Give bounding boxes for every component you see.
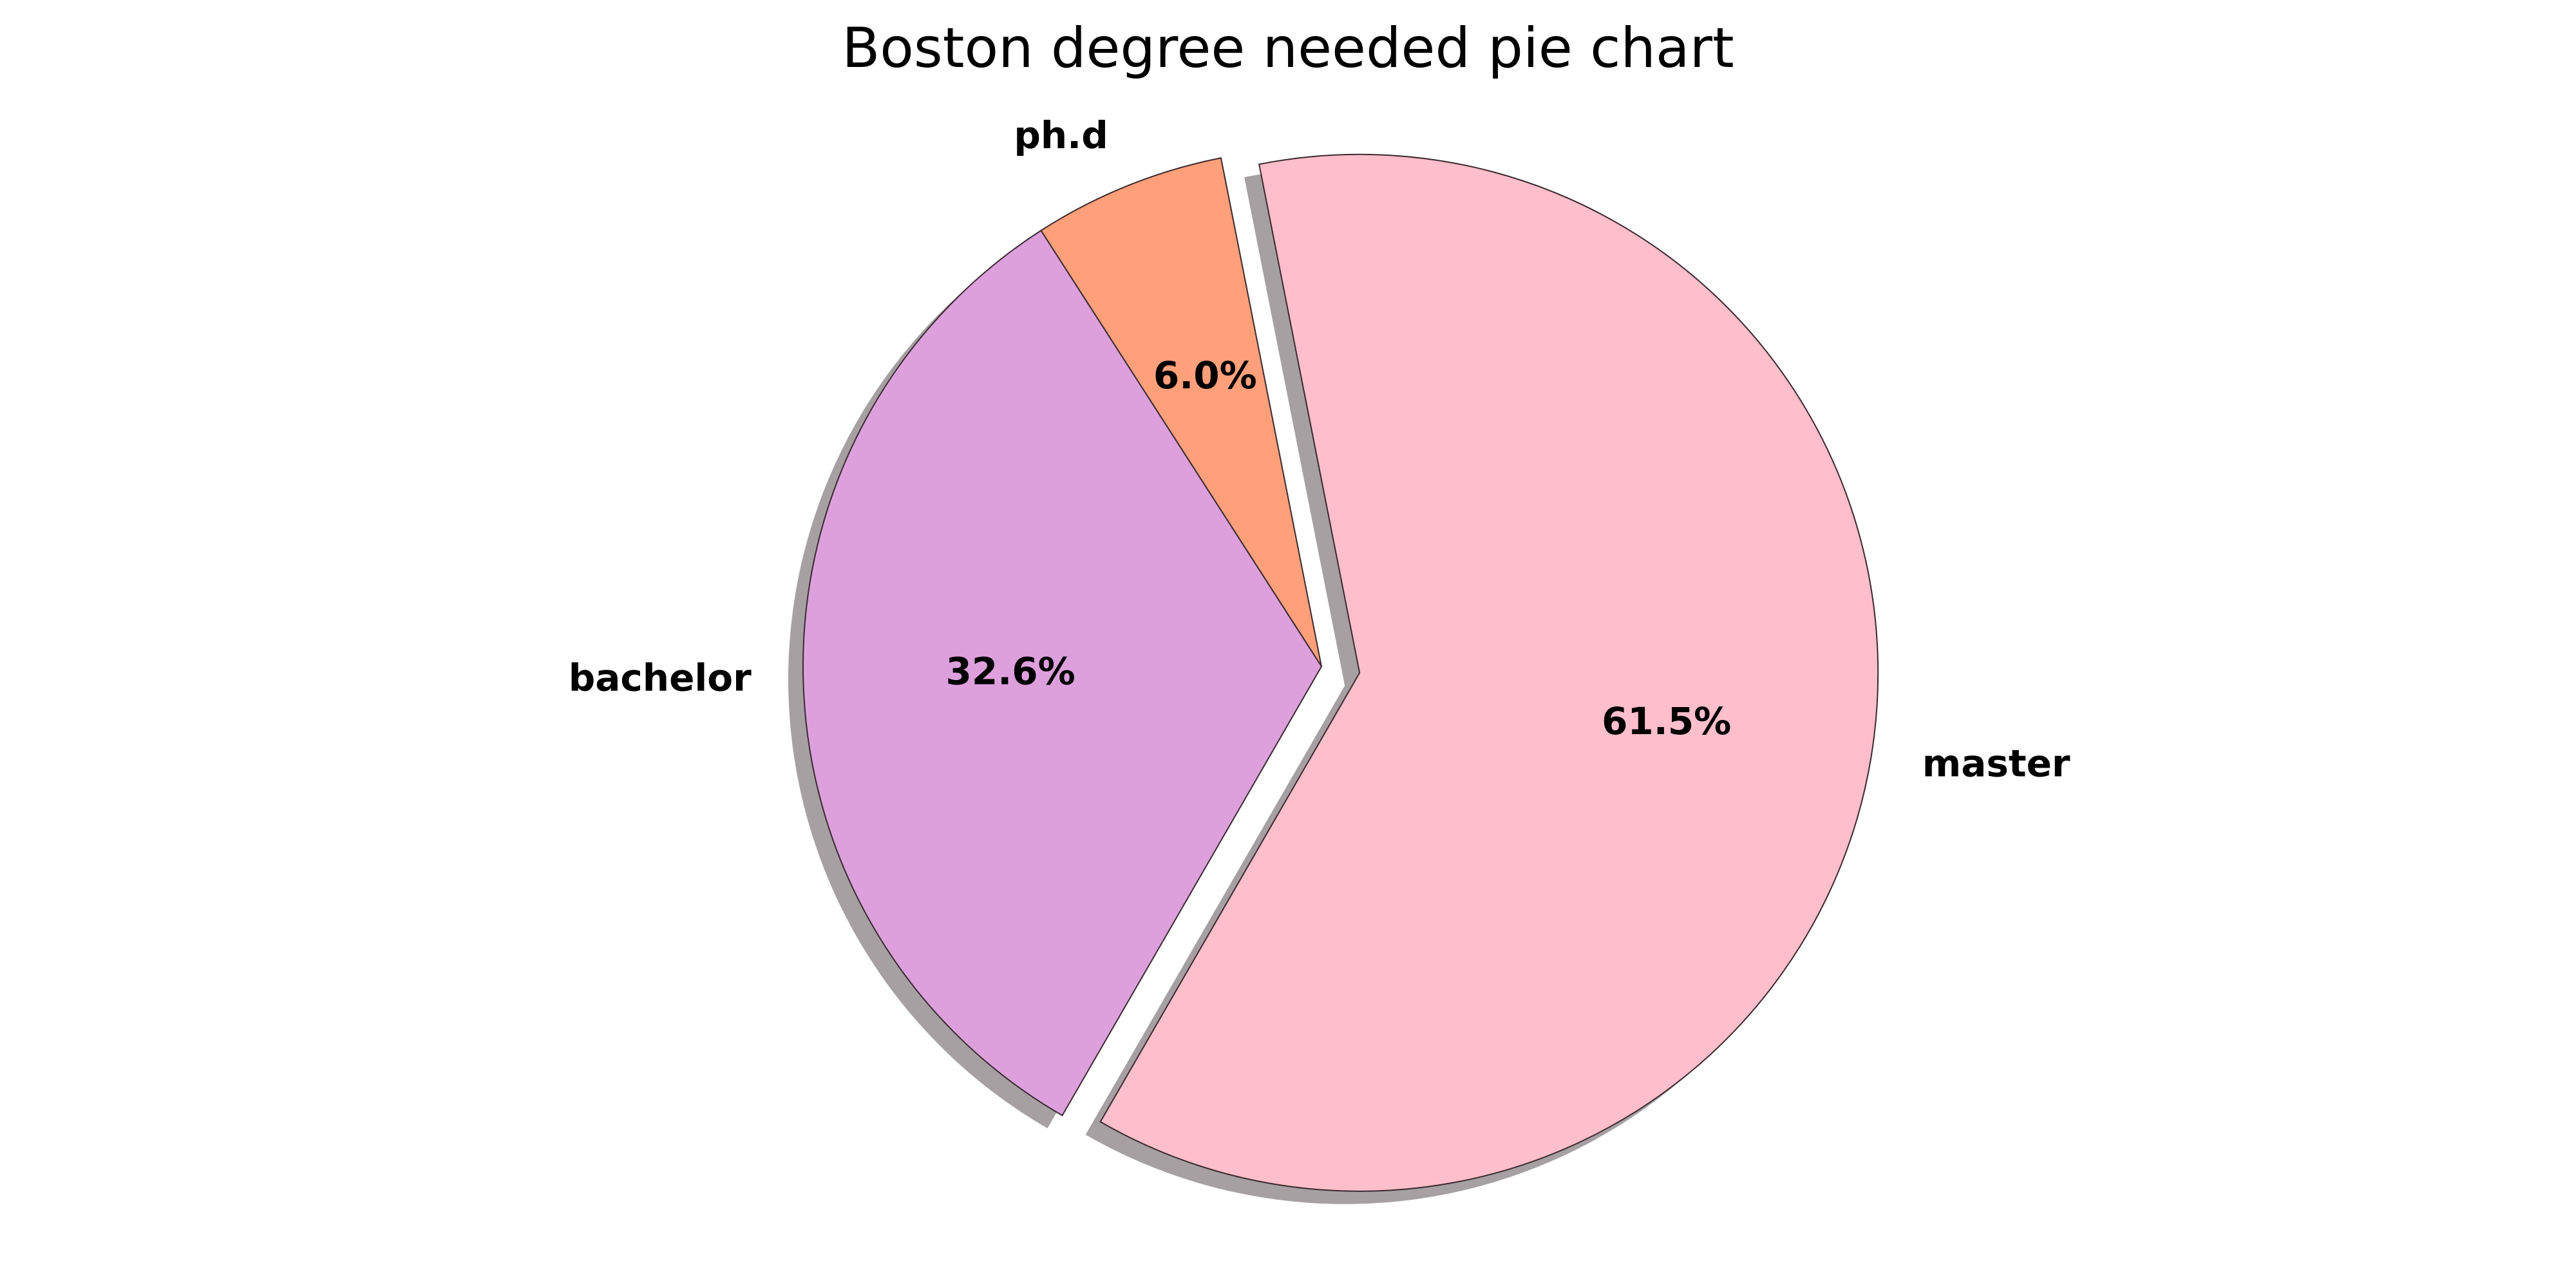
slice-master bbox=[1099, 153, 1879, 1192]
chart-title: Boston degree needed pie chart bbox=[842, 16, 1734, 80]
slice-percent-bachelor: 32.6% bbox=[946, 650, 1075, 694]
slice-label-master: master bbox=[1922, 742, 2070, 786]
slice-ph-d bbox=[1040, 157, 1322, 667]
slice-labels: master 61.5% ph.d 6.0% bachelor 32.6% bbox=[569, 113, 2070, 786]
slice-percent-ph-d: 6.0% bbox=[1153, 354, 1257, 397]
slice-label-ph-d: ph.d bbox=[1014, 113, 1108, 157]
slice-bachelor bbox=[802, 229, 1323, 1117]
pie-slices bbox=[802, 153, 1879, 1192]
slice-percent-master: 61.5% bbox=[1602, 699, 1731, 743]
slice-label-bachelor: bachelor bbox=[569, 656, 752, 699]
